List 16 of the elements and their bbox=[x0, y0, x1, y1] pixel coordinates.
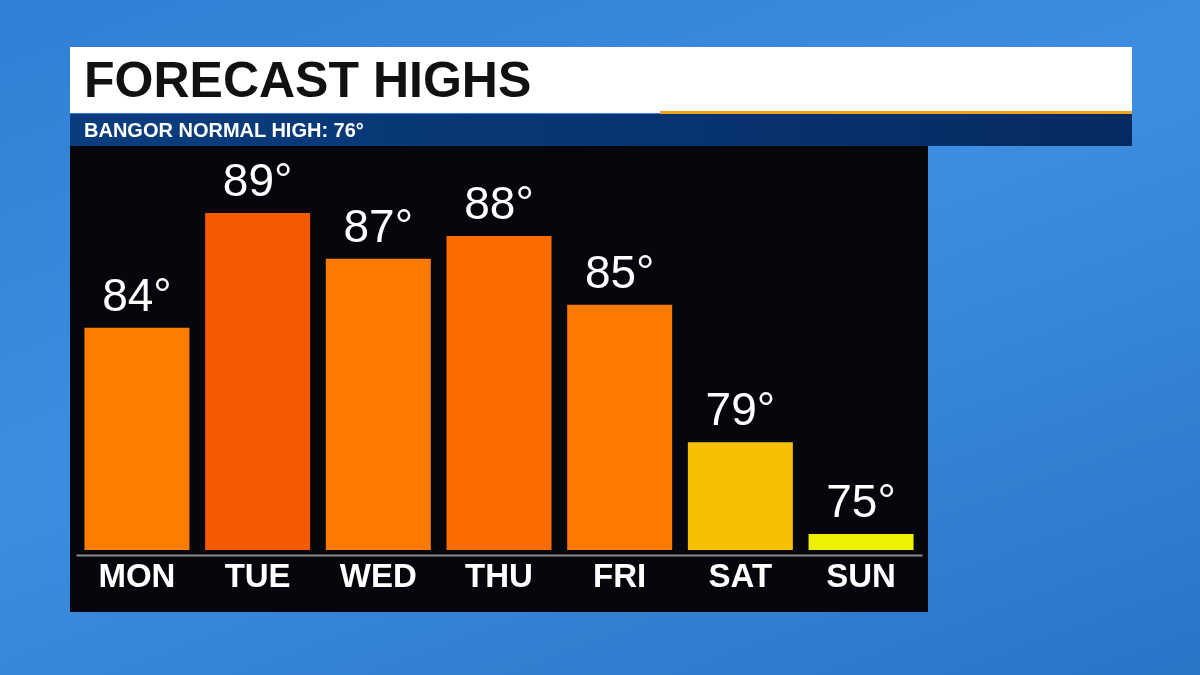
data-label: 79° bbox=[705, 383, 776, 436]
data-label: 87° bbox=[343, 199, 414, 252]
x-tick-label: THU bbox=[465, 556, 533, 594]
chart-title: FORECAST HIGHS bbox=[84, 51, 532, 110]
x-tick-label: TUE bbox=[224, 556, 291, 594]
chart-subtitle: BANGOR NORMAL HIGH: 76° bbox=[84, 118, 364, 143]
data-label: 75° bbox=[826, 474, 896, 527]
x-tick-label: MON bbox=[98, 556, 176, 594]
x-tick-label: SUN bbox=[826, 556, 896, 594]
data-label: 89° bbox=[222, 154, 293, 206]
data-label: 84° bbox=[102, 268, 172, 321]
x-tick-label: FRI bbox=[593, 556, 647, 594]
data-label: 88° bbox=[464, 176, 534, 229]
x-tick-label: SAT bbox=[708, 556, 773, 594]
x-tick-label: WED bbox=[339, 556, 417, 594]
data-label: 85° bbox=[584, 245, 655, 298]
